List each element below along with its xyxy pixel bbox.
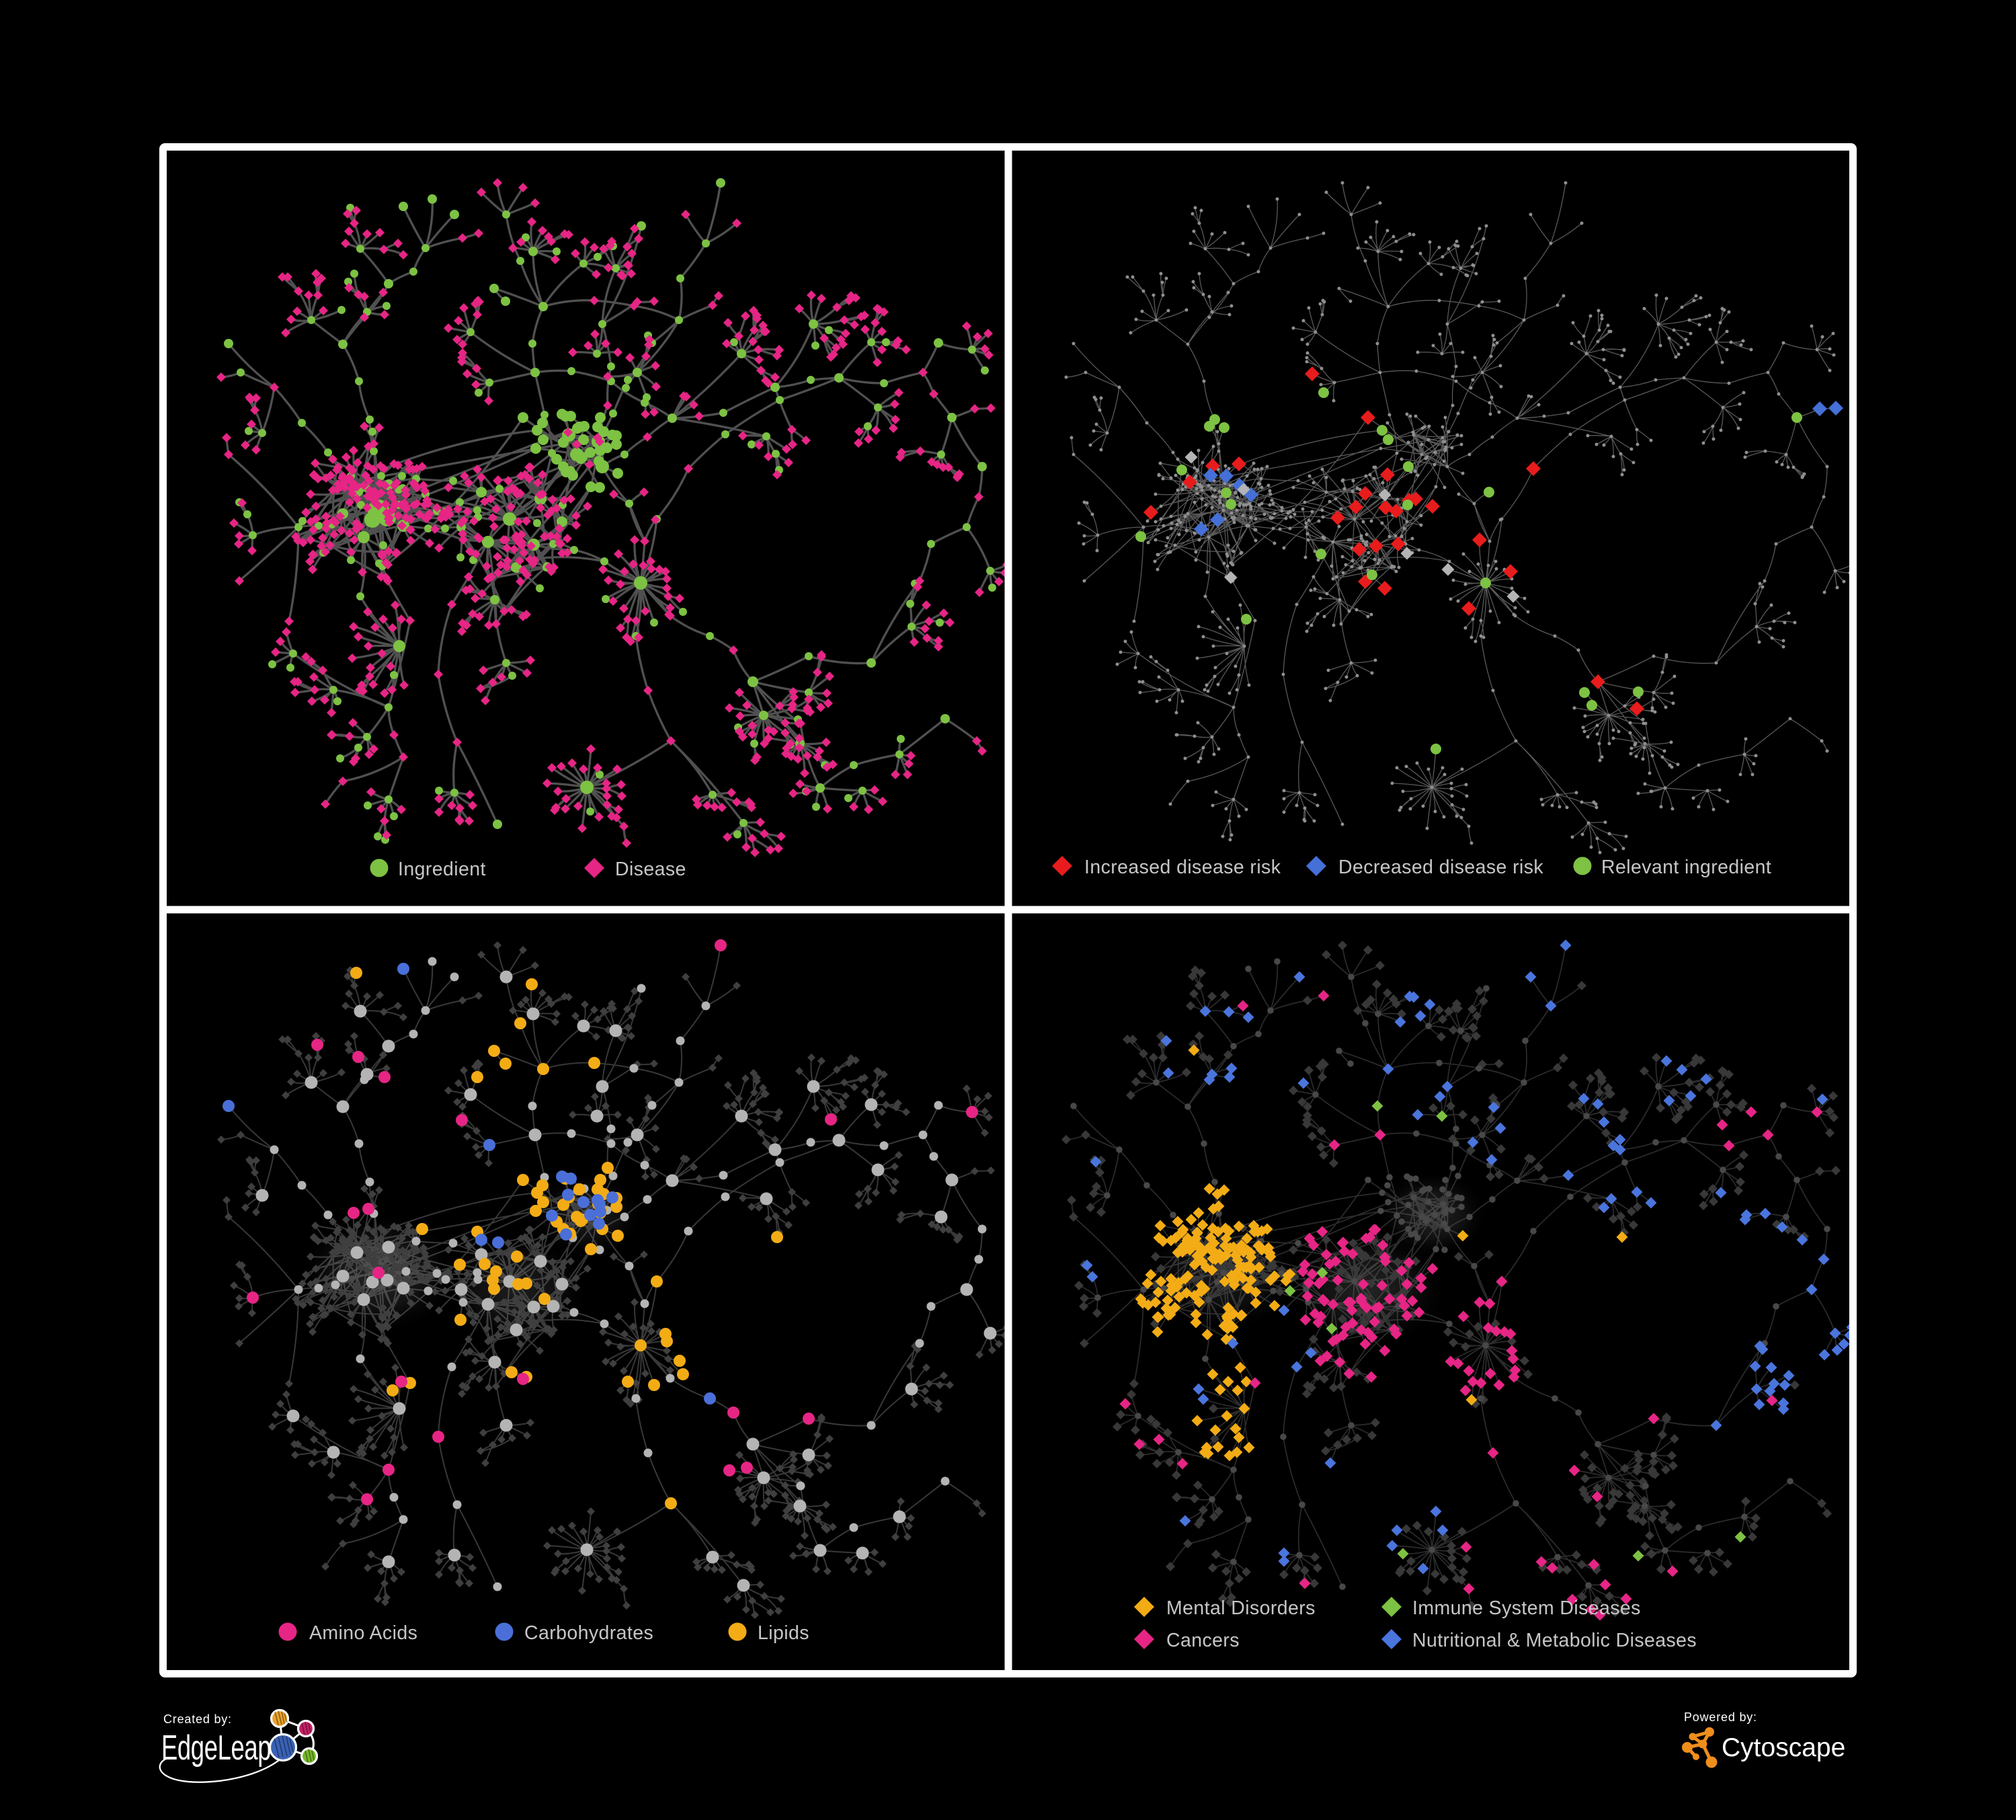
svg-text:Relevant ingredient: Relevant ingredient: [1601, 857, 1771, 878]
svg-text:Created by:: Created by:: [163, 1712, 232, 1726]
svg-text:Increased disease risk: Increased disease risk: [1084, 857, 1281, 878]
svg-text:Powered by:: Powered by:: [1684, 1710, 1757, 1724]
svg-text:Mental Disorders: Mental Disorders: [1166, 1597, 1316, 1619]
svg-text:EdgeLeap: EdgeLeap: [161, 1727, 271, 1767]
svg-text:Carbohydrates: Carbohydrates: [524, 1622, 653, 1644]
svg-text:Ingredient: Ingredient: [398, 859, 486, 880]
svg-text:Lipids: Lipids: [758, 1622, 809, 1644]
svg-text:Nutritional & Metabolic Diseas: Nutritional & Metabolic Diseases: [1412, 1630, 1697, 1651]
svg-text:Decreased disease risk: Decreased disease risk: [1338, 857, 1543, 878]
svg-text:Cytoscape: Cytoscape: [1722, 1733, 1845, 1762]
svg-text:Immune System Diseases: Immune System Diseases: [1412, 1597, 1641, 1619]
svg-text:Amino Acids: Amino Acids: [309, 1622, 417, 1644]
svg-text:Cancers: Cancers: [1166, 1630, 1240, 1651]
svg-text:Disease: Disease: [615, 859, 686, 880]
